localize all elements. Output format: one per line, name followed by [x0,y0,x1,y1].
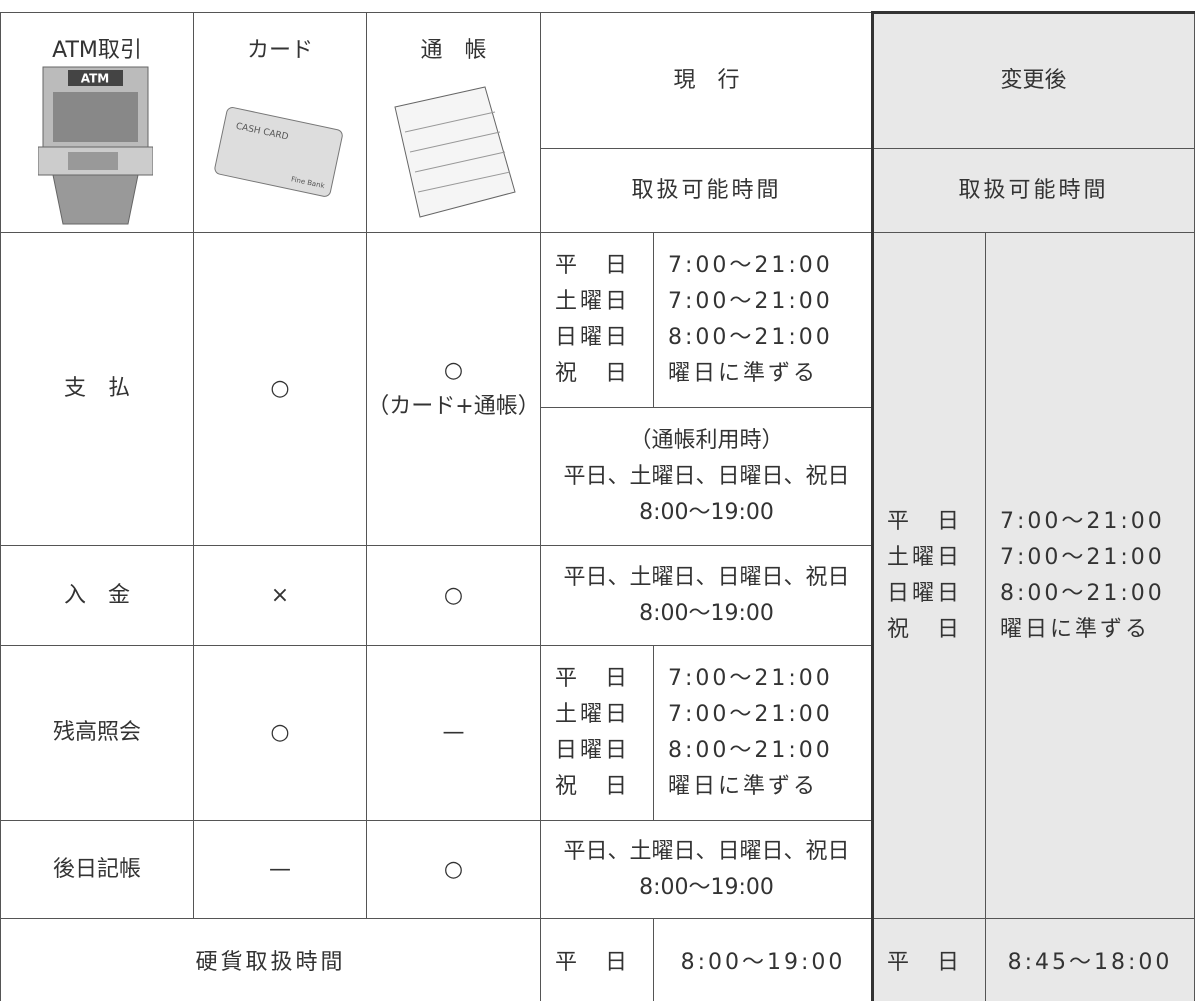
passbook-cell: — [366,645,541,821]
cell-text: 現 行 [673,67,740,93]
cell-text: ○ [443,358,464,383]
card-cell: ○ [193,232,367,546]
cell-text: 日曜日 [555,325,631,350]
cell-text: 7:00～21:00 [668,666,833,691]
cell-text: 祝 日 [555,774,631,799]
cell-text: 8:00～19:00 [639,874,774,900]
cell-text: 7:00～21:00 [668,702,833,727]
card-cell: × [193,545,367,646]
cell-text: 土曜日 [555,702,631,727]
header-cell: 変更後 [872,12,1195,149]
hours-cell: （通帳利用時） 平日、土曜日、日曜日、祝日 8:00～19:00 [540,407,873,546]
card-icon: CASH CARD Fine Bank [214,107,343,197]
passbook-cell: ○ （カード+通帳） [366,232,541,546]
cell-text: 祝 日 [887,616,963,642]
cell-text: 8:00～19:00 [680,950,846,975]
cell-text: 曜日に準ずる [668,774,819,799]
cell-text: 入 金 [63,582,130,608]
cell-text: ○ [443,582,464,608]
days-cell: 平 日 [540,918,654,1001]
times-cell: 7:00～21:00 7:00～21:00 8:00～21:00 曜日に準ずる [653,232,873,408]
row-label: 後日記帳 [0,820,194,919]
cell-text: 支 払 [63,376,130,401]
times-cell: 7:00～21:00 7:00～21:00 8:00～21:00 曜日に準ずる [985,232,1195,919]
days-cell: 平 日 [872,918,986,1001]
cell-text: ○ [270,376,290,401]
cell-text: 平 日 [887,950,963,975]
times-cell: 8:00～19:00 [653,918,873,1001]
days-cell: 平 日土曜日日曜日祝 日 [540,645,654,821]
cell-text: 残高照会 [52,720,141,745]
cell-text: 曜日に準ずる [1000,616,1151,642]
cell-text: — [269,856,291,882]
cell-text: （通帳利用時） [629,427,784,453]
times-cell: 8:45～18:00 [985,918,1195,1001]
cell-text: 8:00～19:00 [639,600,774,626]
cell-text: 日曜日 [887,580,963,606]
row-label: 残高照会 [0,645,194,821]
days-cell: 平 日土曜日日曜日祝 日 [872,232,986,919]
cell-text: 平 日 [555,666,631,691]
row-label: 入 金 [0,545,194,646]
cell-text: × [270,582,290,608]
header-cell: 取扱可能時間 [872,148,1195,233]
cell-text: 7:00～21:00 [668,289,833,314]
cell-text: 後日記帳 [52,856,141,882]
header-cell: 現 行 [540,12,873,149]
cell-text: 土曜日 [555,289,631,314]
days-cell: 平 日土曜日日曜日祝 日 [540,232,654,408]
cell-text: 8:00～21:00 [1000,580,1165,606]
cell-text: 8:00～21:00 [668,738,833,763]
cell-text: 7:00～21:00 [668,253,833,278]
atm-label: ATM [81,72,109,86]
cell-text: 平 日 [887,508,963,534]
cell-text: 7:00～21:00 [1000,544,1165,570]
cell-text: 日曜日 [555,738,631,763]
cell-text: 取扱可能時間 [631,177,782,203]
row-label: 支 払 [0,232,194,546]
cell-text: 硬貨取扱時間 [195,950,346,975]
hours-cell: 平日、土曜日、日曜日、祝日 8:00～19:00 [540,820,873,919]
cell-text: ATM取引 [52,38,142,63]
cell-text: （カード+通帳） [367,394,540,419]
atm-icon: ATM [38,66,153,225]
card-cell: ○ [193,645,367,821]
cell-text: 祝 日 [555,361,631,386]
times-cell: 7:00～21:00 7:00～21:00 8:00～21:00 曜日に準ずる [653,645,873,821]
cell-text: 7:00～21:00 [1000,508,1165,534]
passbook-cell: ○ [366,820,541,919]
card-cell: — [193,820,367,919]
cell-text: ○ [270,720,290,745]
cell-text: 8:00～21:00 [668,325,833,350]
cell-text: 取扱可能時間 [958,177,1109,203]
cell-text: 平日、土曜日、日曜日、祝日 [563,564,850,590]
cell-text: 平 日 [555,950,631,975]
cell-text: 土曜日 [887,544,963,570]
cell-text: — [442,720,465,745]
row-label: 硬貨取扱時間 [0,918,541,1001]
cell-text: 通 帳 [420,38,487,63]
passbook-icon [394,86,516,218]
hours-cell: 平日、土曜日、日曜日、祝日 8:00～19:00 [540,545,873,646]
cell-text: 8:45～18:00 [1007,950,1173,975]
cell-text: 曜日に準ずる [668,361,819,386]
cell-text: 変更後 [1000,67,1067,93]
header-cell: 取扱可能時間 [540,148,873,233]
cell-text: 8:00～19:00 [639,499,774,525]
cell-text: 平 日 [555,253,631,278]
cell-text: 平日、土曜日、日曜日、祝日 [563,463,850,489]
cell-text: ○ [443,856,464,882]
cell-text: カード [246,38,313,63]
passbook-cell: ○ [366,545,541,646]
cell-text: 平日、土曜日、日曜日、祝日 [563,838,850,864]
